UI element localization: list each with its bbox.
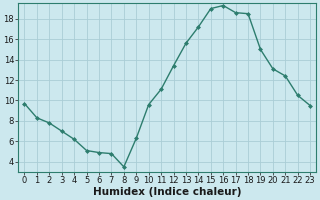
X-axis label: Humidex (Indice chaleur): Humidex (Indice chaleur)	[93, 187, 242, 197]
